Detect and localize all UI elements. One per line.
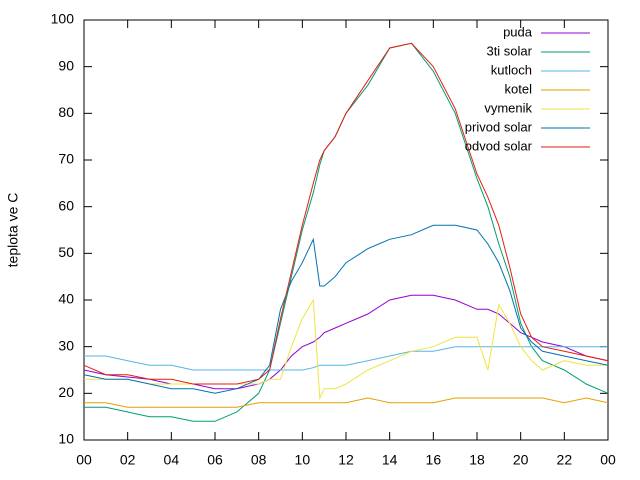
y-tick-label: 10 — [58, 431, 74, 447]
y-tick-label: 60 — [58, 197, 74, 213]
series-line — [83, 294, 609, 390]
series-line — [84, 397, 609, 408]
series-line — [83, 42, 609, 385]
legend-label: puda — [503, 24, 533, 39]
x-tick-label: 12 — [338, 452, 354, 468]
x-tick-label: 18 — [469, 452, 485, 468]
y-tick-label: 90 — [58, 57, 74, 73]
y-tick-label: 40 — [58, 291, 74, 307]
x-tick-label: 10 — [295, 452, 311, 468]
y-tick-label: 20 — [58, 384, 74, 400]
x-tick-label: 00 — [76, 452, 92, 468]
legend-label: odvod solar — [465, 138, 533, 153]
series-line — [83, 224, 609, 394]
legend-label: kutloch — [491, 62, 532, 77]
legend-label: 3ti solar — [486, 43, 532, 58]
series-line — [84, 346, 608, 371]
x-tick-label: 20 — [513, 452, 529, 468]
legend-label: kotel — [505, 81, 533, 96]
x-tick-label: 06 — [207, 452, 223, 468]
x-tick-label: 16 — [426, 452, 442, 468]
legend-label: privod solar — [465, 119, 533, 134]
y-tick-label: 100 — [51, 11, 75, 27]
series-line — [84, 298, 608, 400]
x-tick-label: 22 — [557, 452, 573, 468]
x-tick-label: 08 — [251, 452, 267, 468]
legend-label: vymenik — [484, 100, 532, 115]
plot-frame — [83, 19, 609, 441]
x-tick-label: 14 — [382, 452, 398, 468]
y-tick-label: 70 — [58, 151, 74, 167]
x-tick-label: 02 — [120, 452, 136, 468]
x-tick-label: 00 — [600, 452, 616, 468]
y-tick-label: 50 — [58, 244, 74, 260]
x-tick-label: 04 — [164, 452, 180, 468]
y-tick-label: 80 — [58, 104, 74, 120]
y-tick-label: 30 — [58, 337, 74, 353]
y-axis-label: teplota ve C — [5, 193, 21, 268]
